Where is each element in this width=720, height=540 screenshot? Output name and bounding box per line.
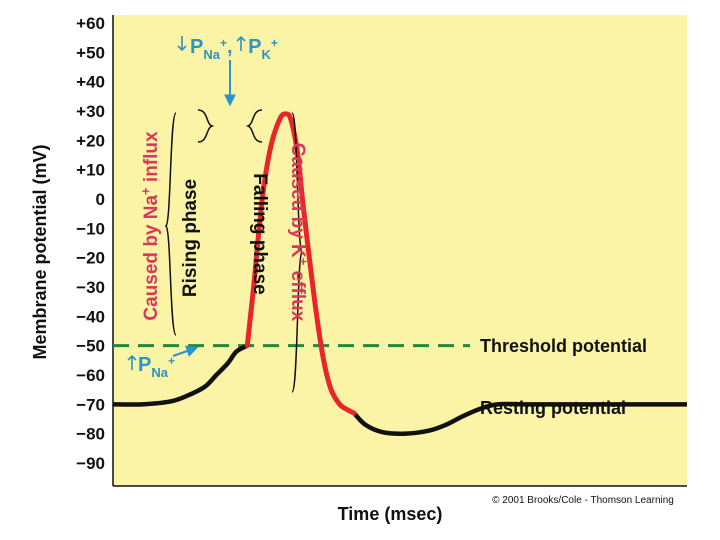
permeability-up-arrow-icon [236,35,246,51]
permeability-down-arrow-icon [177,36,187,52]
initial-permeability-label: PNa+ [138,354,175,380]
y-tick-label: −30 [76,278,105,297]
y-axis-title: Membrane potential (mV) [30,144,50,359]
y-tick-label: +60 [76,14,105,33]
series-hyperpolarization-line [352,401,687,436]
y-tick-label: −70 [76,395,105,414]
falling-bracket [291,112,304,393]
permeability-up-arrow-icon [127,354,137,370]
y-tick-labels: +60 +50 +40 +30 +20 +10 0 −10 −20 −30 −40 −50 −60 −70… [76,14,105,473]
y-tick-label: −90 [76,454,105,473]
threshold-arrow [172,345,199,357]
y-tick-label: +50 [76,43,105,62]
copyright-text: © 2001 Brooks/Cole - Thomson Learning [492,495,674,506]
y-tick-label: +30 [76,102,105,121]
resting-label: Resting potential [480,398,626,418]
peak-brace-right [245,109,263,143]
rising-bracket [164,112,177,336]
plot-area [113,15,687,486]
y-tick-label: +20 [76,131,105,150]
y-tick-label: −80 [76,425,105,444]
series-action-potential-line [244,111,357,416]
series-resting-line [112,343,249,407]
y-tick-label: −10 [76,219,105,238]
threshold-label: Threshold potential [480,336,647,356]
y-tick-label: −20 [76,249,105,268]
initial-permeability-annotation: PNa+ [127,345,199,380]
y-tick-label: −40 [76,307,105,326]
y-tick-label: +40 [76,73,105,92]
y-tick-label: 0 [96,190,105,209]
y-tick-label: −50 [76,337,105,356]
y-tick-label: −60 [76,366,105,385]
y-tick-label: +10 [76,161,105,180]
rising-cause-label: Caused by Na+ influx [138,131,162,321]
rising-phase-label: Rising phase [180,179,201,297]
falling-cause-label: Caused by K+ efflux [287,143,311,322]
peak-permeability-label: PNa+, PK+ [190,36,278,62]
peak-permeability-annotation: PNa+, PK+ [177,35,278,107]
peak-brace-left [197,109,215,143]
x-axis-title: Time (msec) [338,504,443,524]
falling-phase-label: Falling phase [249,173,270,294]
